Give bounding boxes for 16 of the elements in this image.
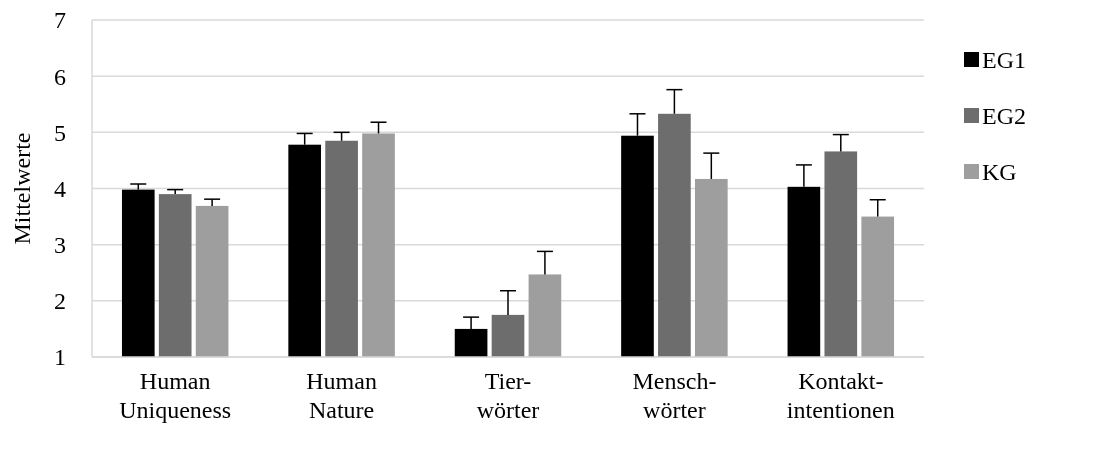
y-tick-label: 5 xyxy=(54,119,66,146)
x-tick-label: Mensch- wörter xyxy=(632,368,717,423)
y-tick-label: 2 xyxy=(54,288,66,315)
y-tick-label: 6 xyxy=(54,63,66,90)
legend-label: EG2 xyxy=(982,103,1026,130)
x-tick-label: Tier- wörter xyxy=(476,368,540,423)
y-tick-label: 4 xyxy=(54,175,66,202)
y-tick-label: 3 xyxy=(54,232,66,259)
x-tick-label: Kontakt- intentionen xyxy=(786,368,895,423)
legend-label: EG1 xyxy=(982,47,1026,74)
y-tick-label: 7 xyxy=(54,7,66,34)
x-tick-label: Human Nature xyxy=(306,368,377,423)
y-axis-title: Mittelwerte xyxy=(9,132,35,245)
x-tick-label: Human Uniqueness xyxy=(119,368,232,423)
y-tick-label: 1 xyxy=(54,344,66,371)
legend-label: KG xyxy=(982,159,1017,186)
